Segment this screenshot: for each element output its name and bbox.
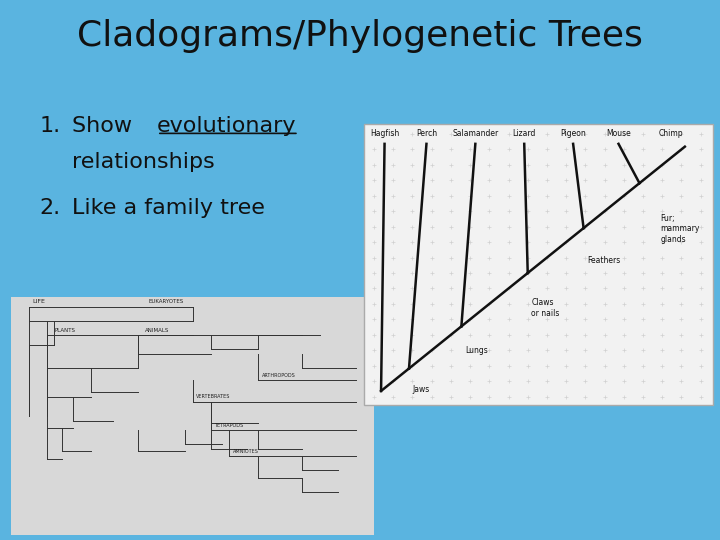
Text: Mouse: Mouse [606,129,631,138]
Text: ANIMALS: ANIMALS [145,328,170,333]
Text: PLANTS: PLANTS [55,328,76,333]
Text: Hagfish: Hagfish [370,129,399,138]
Text: Fur;
mammary
glands: Fur; mammary glands [660,214,700,244]
Text: Claws
or nails: Claws or nails [531,298,559,318]
Text: Lizard: Lizard [513,129,536,138]
Text: relationships: relationships [72,152,215,172]
Text: Jaws: Jaws [413,386,430,394]
Text: Lungs: Lungs [465,346,487,355]
Bar [364,124,713,405]
Text: Salamander: Salamander [452,129,498,138]
Text: 2.: 2. [40,198,60,218]
Text: VERTEBRATES: VERTEBRATES [197,394,230,399]
Text: evolutionary: evolutionary [157,116,297,136]
Text: LIFE: LIFE [32,299,45,304]
Text: Like a family tree: Like a family tree [72,198,265,218]
Text: 1.: 1. [40,116,60,136]
Text: Show: Show [72,116,139,136]
Text: Feathers: Feathers [587,256,621,265]
Text: Perch: Perch [416,129,437,138]
Text: Pigeon: Pigeon [560,129,586,138]
Text: TETRAPODS: TETRAPODS [215,423,243,428]
Text: Chimp: Chimp [659,129,683,138]
Text: EUKARYOTES: EUKARYOTES [149,299,184,304]
Text: ARTHROPODS: ARTHROPODS [261,373,295,378]
Text: AMNIOTES: AMNIOTES [233,449,258,454]
Bar [11,297,374,535]
Text: Cladograms/Phylogenetic Trees: Cladograms/Phylogenetic Trees [77,19,643,53]
